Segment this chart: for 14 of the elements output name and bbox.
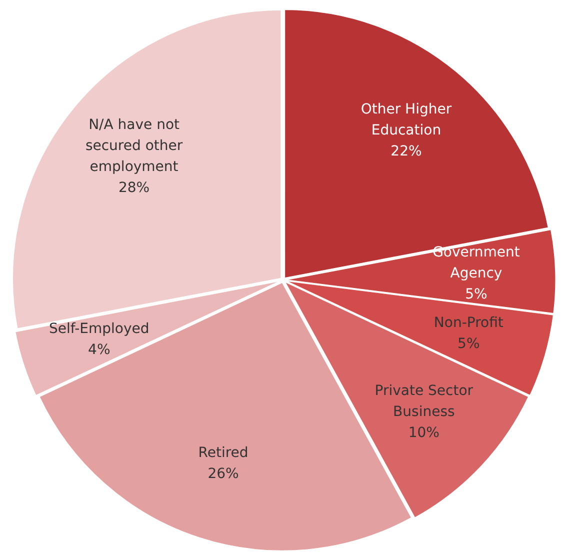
slice-label: Retired — [198, 445, 248, 461]
data-label: 5% — [465, 286, 488, 303]
data-label: 10% — [408, 424, 440, 441]
slice-label: Self-Employed — [49, 320, 150, 337]
slice-label: Private Sector Business — [374, 382, 474, 420]
data-label: 28% — [118, 180, 150, 196]
slice-label: Non-Profit — [434, 315, 504, 332]
data-label: 26% — [208, 466, 239, 482]
slice-label: Government Agency — [432, 244, 520, 282]
data-label: 22% — [390, 144, 422, 160]
slice-label: N/A have not secured other employment — [85, 116, 183, 175]
slice-label: Other Higher Education — [360, 102, 452, 139]
data-label: 5% — [458, 336, 480, 352]
data-label: 4% — [88, 342, 110, 358]
